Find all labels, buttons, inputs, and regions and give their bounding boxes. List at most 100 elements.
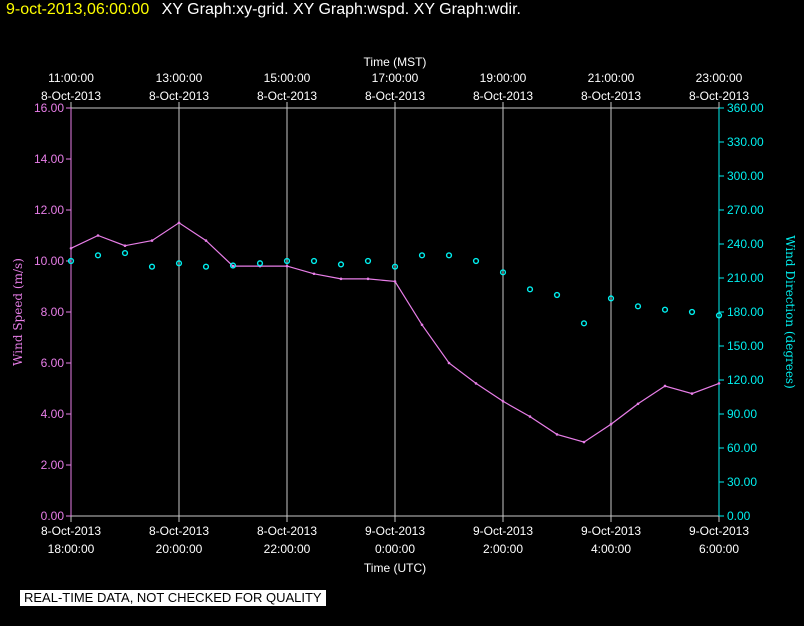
chart-header: 9-oct-2013,06:00:00 XY Graph:xy-grid. XY… <box>6 1 521 19</box>
right-axis: 0.00 30.00 60.00 90.00 120.00 150.00 180.00 210… <box>719 101 764 523</box>
bottom-axis-title: Time (UTC) <box>364 561 426 575</box>
wind-direction-point <box>580 320 588 327</box>
wind-speed-point <box>717 382 721 385</box>
top-tick-time: 19:00:00 <box>480 71 527 85</box>
top-tick-time: 15:00:00 <box>264 71 311 85</box>
wind-direction-series <box>67 249 723 327</box>
top-tick-time: 13:00:00 <box>156 71 203 85</box>
wind-direction-point <box>391 263 399 270</box>
right-tick-label: 180.00 <box>727 305 764 319</box>
bottom-tick-time: 4:00:00 <box>591 542 631 556</box>
wind-direction-point <box>553 291 561 299</box>
right-tick-label: 0.00 <box>727 509 751 523</box>
bottom-tick-time: 6:00:00 <box>699 542 739 556</box>
wind-speed-point <box>393 280 397 283</box>
wind-speed-point <box>204 239 208 242</box>
left-tick-label: 16.00 <box>34 101 64 115</box>
wind-speed-series <box>69 221 721 444</box>
wind-direction-point <box>229 262 237 269</box>
bottom-tick-date: 8-Oct-2013 <box>41 524 101 538</box>
left-tick-label: 10.00 <box>34 254 64 268</box>
bottom-tick-date: 9-Oct-2013 <box>689 524 749 538</box>
bottom-tick-date: 8-Oct-2013 <box>149 524 209 538</box>
wind-speed-point <box>582 440 586 444</box>
wind-speed-point <box>501 399 505 403</box>
wind-direction-point <box>202 263 210 270</box>
wind-speed-point <box>69 246 73 250</box>
right-tick-label: 300.00 <box>727 169 764 183</box>
top-tick-time: 11:00:00 <box>48 71 94 85</box>
wind-direction-point <box>148 263 156 270</box>
wind-speed-point <box>123 244 127 247</box>
wind-direction-point <box>310 257 318 265</box>
left-tick-label: 6.00 <box>41 356 65 370</box>
right-tick-label: 150.00 <box>727 339 764 353</box>
top-tick-date: 8-Oct-2013 <box>257 89 317 103</box>
right-tick-label: 330.00 <box>727 135 764 149</box>
wind-direction-point <box>283 257 291 265</box>
wind-direction-point <box>445 252 453 259</box>
wind-speed-point <box>609 422 613 426</box>
wind-direction-point <box>472 257 480 265</box>
bottom-tick-time: 2:00:00 <box>483 542 523 556</box>
wind-direction-point <box>337 261 345 268</box>
top-tick-time: 21:00:00 <box>588 71 635 85</box>
bottom-tick-date: 9-Oct-2013 <box>473 524 533 538</box>
wind-direction-point <box>688 308 696 316</box>
top-tick-date: 8-Oct-2013 <box>581 89 641 103</box>
wind-direction-point <box>364 257 372 265</box>
wind-direction-point <box>715 312 723 319</box>
wind-direction-point <box>526 286 534 293</box>
grid-lines <box>178 108 612 516</box>
wind-speed-point <box>150 239 154 242</box>
left-tick-label: 2.00 <box>41 458 65 472</box>
top-tick-date: 8-Oct-2013 <box>689 89 749 103</box>
wind-direction-point <box>607 295 615 302</box>
header-title: XY Graph:xy-grid. XY Graph:wspd. XY Grap… <box>161 1 521 18</box>
right-tick-label: 360.00 <box>727 101 764 115</box>
right-axis-title: Wind Direction (degrees) <box>783 235 797 389</box>
bottom-tick-date: 8-Oct-2013 <box>257 524 317 538</box>
bottom-tick-date: 9-Oct-2013 <box>581 524 641 538</box>
wind-direction-point <box>634 303 642 310</box>
bottom-tick-time: 22:00:00 <box>264 542 311 556</box>
top-tick-time: 17:00:00 <box>372 71 419 85</box>
bottom-tick-time: 0:00:00 <box>375 542 415 556</box>
left-tick-label: 0.00 <box>41 509 65 523</box>
left-tick-label: 8.00 <box>41 305 65 319</box>
top-axis: 11:00:00 8-Oct-2013 13:00:00 8-Oct-2013 15:0… <box>41 71 749 108</box>
left-tick-label: 4.00 <box>41 407 65 421</box>
right-tick-label: 90.00 <box>727 407 757 421</box>
header-timestamp: 9-oct-2013,06:00:00 <box>6 1 150 18</box>
wind-speed-point <box>312 272 316 276</box>
top-tick-date: 8-Oct-2013 <box>473 89 533 103</box>
right-tick-label: 60.00 <box>727 441 757 455</box>
bottom-tick-time: 18:00:00 <box>48 542 95 556</box>
wind-speed-point <box>231 264 235 268</box>
wind-direction-point <box>67 257 75 265</box>
left-tick-label: 12.00 <box>34 203 64 217</box>
wind-speed-point <box>366 277 370 281</box>
right-tick-label: 120.00 <box>727 373 764 387</box>
wind-speed-point <box>663 384 667 388</box>
wind-direction-point <box>94 252 102 259</box>
left-axis: 0.00 2.00 4.00 6.00 8.00 10.00 12.00 14.00 16.00 <box>34 101 71 523</box>
wind-direction-point <box>661 306 669 313</box>
top-tick-date: 8-Oct-2013 <box>365 89 425 103</box>
wind-speed-point <box>474 382 478 385</box>
left-axis-title: Wind Speed (m/s) <box>11 258 25 366</box>
wind-speed-point <box>420 323 424 327</box>
wind-speed-point <box>528 415 532 418</box>
right-tick-label: 270.00 <box>727 203 764 217</box>
top-tick-date: 8-Oct-2013 <box>149 89 209 103</box>
top-tick-date: 8-Oct-2013 <box>41 89 101 103</box>
wind-direction-point <box>499 269 507 276</box>
bottom-tick-time: 20:00:00 <box>156 542 203 556</box>
top-axis-title: Time (MST) <box>364 55 427 69</box>
wind-speed-point <box>636 402 640 406</box>
right-tick-label: 210.00 <box>727 271 764 285</box>
wind-direction-point <box>175 260 183 267</box>
wind-speed-point <box>555 433 559 436</box>
wind-speed-point <box>96 234 100 237</box>
